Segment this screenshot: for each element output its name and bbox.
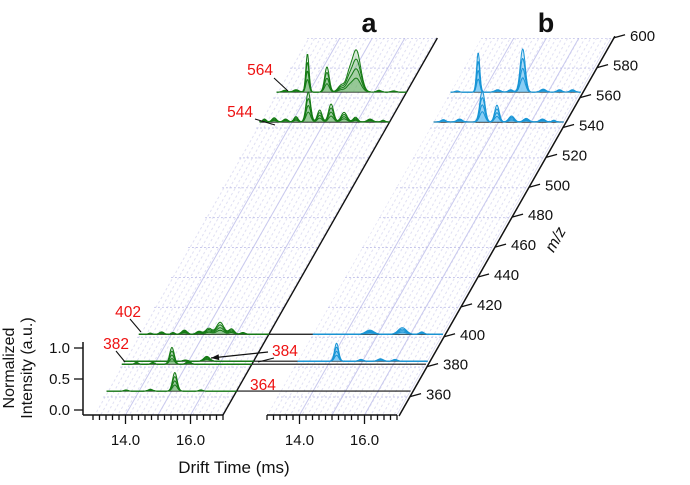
mz-tick-label-420: 420 xyxy=(477,297,502,314)
panel-a-label: a xyxy=(361,8,377,38)
y-axis-title-line2: Intensity (a.u.) xyxy=(19,317,36,418)
x-tick-14-a: 14.0 xyxy=(111,432,140,449)
y-tick-1.0: 1.0 xyxy=(49,340,70,357)
y-tick-0.0: 0.0 xyxy=(49,402,70,419)
trace-a-544 xyxy=(259,91,390,123)
mz-tick-label-400: 400 xyxy=(460,327,485,344)
mz-annotation-382: 382 xyxy=(103,336,129,363)
y-axis-title: Normalized Intensity (a.u.) xyxy=(1,317,36,418)
mz-annotation-384: 384 xyxy=(210,343,298,363)
mz-tick-label-520: 520 xyxy=(562,147,587,164)
mz-tick-label-500: 500 xyxy=(545,177,570,194)
trace-a-402 xyxy=(138,321,269,335)
trace-a-364 xyxy=(106,372,237,392)
mz-tick-label-440: 440 xyxy=(494,267,519,284)
trace-a-564 xyxy=(276,49,407,93)
arrowhead-icon xyxy=(211,354,220,361)
mz-tick-label-480: 480 xyxy=(528,207,553,224)
trace-b-384 xyxy=(297,342,428,362)
mz-annotation-label-384: 384 xyxy=(272,343,298,360)
mz-annotation-label-382: 382 xyxy=(103,336,129,353)
mz-tick-label-360: 360 xyxy=(426,387,451,404)
mz-tick-label-460: 460 xyxy=(511,237,536,254)
x-axis-a: 14.0 16.0 xyxy=(83,414,224,449)
y-axis: 0.0 0.5 1.0 xyxy=(49,340,84,419)
panel-b-label: b xyxy=(538,8,555,38)
mz-axis: 360 380 400 420 440 460 480 500 520 540 560 580 600 m… xyxy=(398,28,655,417)
panel-a-wall-edge xyxy=(222,37,438,416)
mz-tick-label-380: 380 xyxy=(443,357,468,374)
mz-annotation-402: 402 xyxy=(115,304,142,333)
y-tick-0.5: 0.5 xyxy=(49,371,70,388)
y-axis-title-line1: Normalized xyxy=(1,328,18,409)
x-tick-16-b: 16.0 xyxy=(350,432,379,449)
x-axis-title: Drift Time (ms) xyxy=(178,458,289,477)
trace-a-382 xyxy=(121,346,252,365)
x-tick-16-a: 16.0 xyxy=(176,432,205,449)
mz-annotation-364: 364 xyxy=(250,377,276,394)
mz-tick-label-540: 540 xyxy=(579,117,604,134)
mz-tick-label-580: 580 xyxy=(613,58,638,75)
mz-annotation-label-402: 402 xyxy=(115,304,141,321)
mz-annotation-label-364: 364 xyxy=(250,377,276,394)
mz-tick-label-560: 560 xyxy=(596,88,621,105)
mz-annotation-label-564: 564 xyxy=(247,62,273,79)
x-tick-14-b: 14.0 xyxy=(285,432,314,449)
trace-b-564 xyxy=(450,48,581,93)
mz-axis-title: m/z xyxy=(542,224,570,255)
x-axis-b: 14.0 16.0 xyxy=(266,414,398,449)
mz-annotation-564: 564 xyxy=(247,62,289,92)
mz-annotation-label-544: 544 xyxy=(227,104,253,121)
trace-b-402 xyxy=(312,327,443,335)
mz-annotation-544: 544 xyxy=(227,104,276,126)
panel-b-floor-grid xyxy=(267,38,612,415)
mz-tick-label-600: 600 xyxy=(630,28,655,45)
trace-b-544 xyxy=(433,90,564,123)
